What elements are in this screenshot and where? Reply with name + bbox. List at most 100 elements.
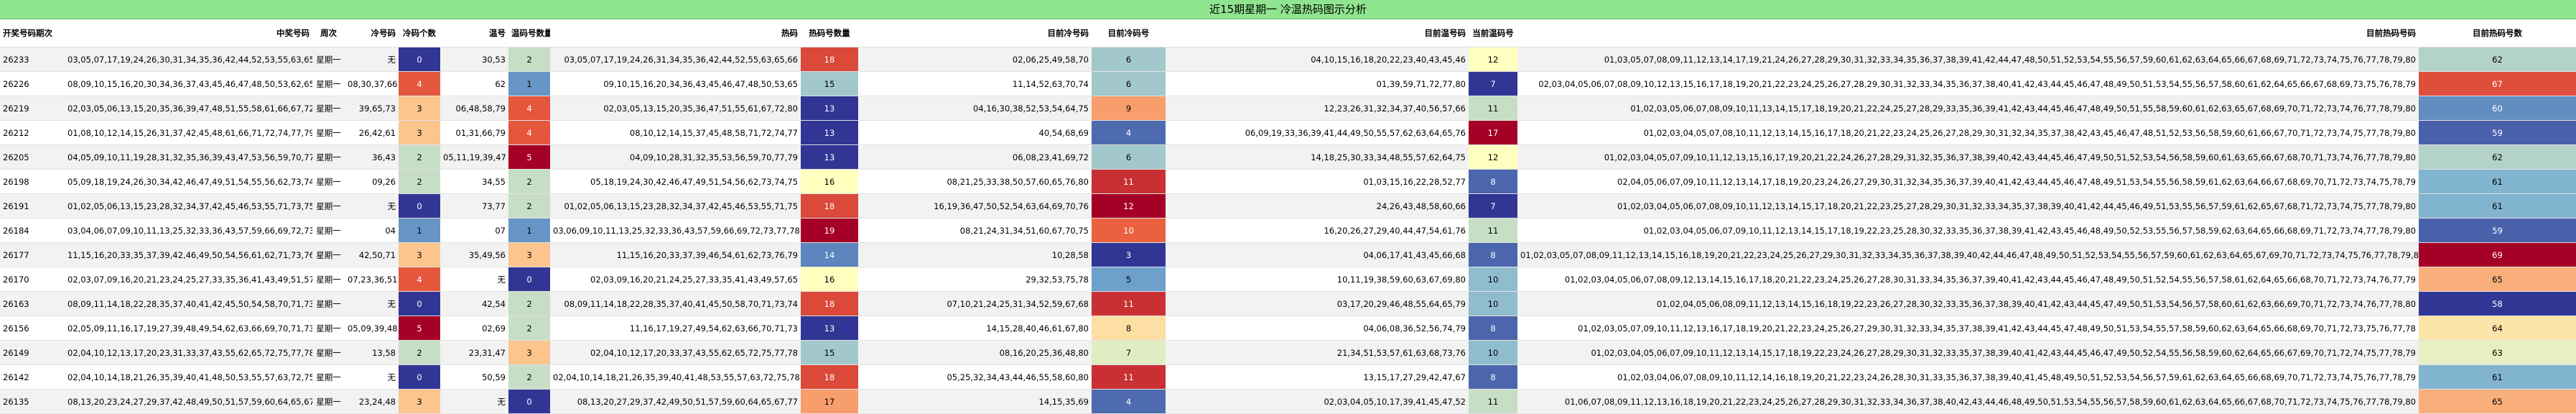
table-row[interactable]: 26191 01,02,05,06,13,15,23,28,32,34,37,42… [0, 193, 2576, 218]
cell-period: 26170 [0, 267, 65, 292]
col-hot[interactable]: 热码 [550, 19, 801, 47]
cell-cur-warm: 13,15,17,27,29,42,47,67 [1166, 364, 1469, 390]
cell-hot-count: 17 [801, 389, 858, 414]
cell-cold-count: 3 [399, 120, 440, 145]
col-warm-count[interactable]: 温码号数量 [508, 19, 550, 47]
cell-hot: 02,04,10,12,17,20,33,37,43,55,62,65,72,7… [550, 340, 801, 365]
col-cur-cold[interactable]: 目前冷号码 [858, 19, 1092, 47]
cell-cur-warm-count: 11 [1469, 389, 1517, 414]
table-row[interactable]: 26226 08,09,10,15,16,20,30,34,36,37,43,45… [0, 71, 2576, 96]
cell-cur-hot-count: 61 [2419, 169, 2576, 194]
cell-hot: 08,13,20,27,29,37,42,49,50,51,57,59,60,6… [550, 389, 801, 414]
cell-warm: 05,11,19,39,47 [440, 144, 508, 170]
cell-hot-count: 14 [801, 242, 858, 267]
cell-period: 26142 [0, 364, 65, 390]
cell-cur-cold-count: 5 [1092, 267, 1166, 292]
col-cur-hot[interactable]: 目前热码号码 [1517, 19, 2419, 47]
cell-cold-count: 4 [399, 267, 440, 292]
cell-winning: 01,08,10,12,14,15,26,31,37,42,45,48,61,6… [65, 120, 312, 145]
table-row[interactable]: 26156 02,05,09,11,16,17,19,27,39,48,49,54… [0, 316, 2576, 341]
cell-hot: 05,18,19,24,30,42,46,47,49,51,54,56,62,7… [550, 169, 801, 194]
table-row[interactable]: 26212 01,08,10,12,14,15,26,31,37,42,45,48… [0, 120, 2576, 145]
cell-warm-count: 0 [508, 389, 550, 414]
cell-cur-cold-count: 4 [1092, 120, 1166, 145]
cell-cur-warm: 12,23,26,31,32,34,37,40,56,57,66 [1166, 96, 1469, 121]
cell-warm: 30,53 [440, 47, 508, 72]
cell-warm-count: 2 [508, 47, 550, 72]
table-row[interactable]: 26177 11,15,16,20,33,35,37,39,42,46,49,50… [0, 242, 2576, 267]
cell-cur-hot: 01,02,03,05,06,07,08,09,10,11,13,14,15,1… [1517, 96, 2419, 121]
cell-cur-hot-count: 58 [2419, 291, 2576, 316]
table-row[interactable]: 26170 02,03,07,09,16,20,21,23,24,25,27,33… [0, 267, 2576, 292]
col-cold-count[interactable]: 冷码个数 [399, 19, 440, 47]
cell-weekday: 星期一 [312, 169, 345, 194]
cell-winning: 02,04,10,12,13,17,20,23,31,33,37,43,55,6… [65, 340, 312, 365]
cell-cur-warm-count: 10 [1469, 291, 1517, 316]
cell-cur-hot-count: 64 [2419, 316, 2576, 341]
table-row[interactable]: 26184 03,04,06,07,09,10,11,13,25,32,33,36… [0, 218, 2576, 243]
table-row[interactable]: 26135 08,13,20,23,24,27,29,37,42,48,49,50… [0, 389, 2576, 414]
cell-cur-cold: 04,16,30,38,52,53,54,64,75 [858, 96, 1092, 121]
col-cur-cold-count[interactable]: 目前冷码号 [1092, 19, 1166, 47]
cell-cur-warm-count: 7 [1469, 193, 1517, 218]
cell-cold-count: 3 [399, 242, 440, 267]
cell-hot-count: 15 [801, 340, 858, 365]
cell-cold: 36,43 [345, 144, 399, 170]
cell-cur-cold: 08,21,24,31,34,51,60,67,70,75 [858, 218, 1092, 243]
col-winning[interactable]: 中奖号码 [65, 19, 312, 47]
cell-cold-count: 3 [399, 96, 440, 121]
col-cur-hot-count[interactable]: 目前热码号数 [2419, 19, 2576, 47]
cell-warm: 50,59 [440, 364, 508, 390]
cell-cur-cold-count: 12 [1092, 193, 1166, 218]
cell-cur-cold: 08,16,20,25,36,48,80 [858, 340, 1092, 365]
cell-weekday: 星期一 [312, 267, 345, 292]
cell-hot: 11,15,16,20,33,37,39,46,54,61,62,73,76,7… [550, 242, 801, 267]
cell-cur-warm-count: 10 [1469, 267, 1517, 292]
cell-cur-warm-count: 17 [1469, 120, 1517, 145]
col-warm[interactable]: 温号 [440, 19, 508, 47]
col-period[interactable]: 开奖号码期次 [0, 19, 65, 47]
cell-cur-cold: 07,10,21,24,25,31,34,52,59,67,68 [858, 291, 1092, 316]
cell-cur-cold-count: 6 [1092, 47, 1166, 72]
table-row[interactable]: 26163 08,09,11,14,18,22,28,35,37,40,41,42… [0, 291, 2576, 316]
cell-cur-warm-count: 10 [1469, 340, 1517, 365]
cell-cur-warm-count: 11 [1469, 96, 1517, 121]
cell-cur-hot-count: 65 [2419, 267, 2576, 292]
table-row[interactable]: 26149 02,04,10,12,13,17,20,23,31,33,37,43… [0, 340, 2576, 365]
cell-cur-cold: 14,15,35,69 [858, 389, 1092, 414]
cell-cur-cold-count: 4 [1092, 389, 1166, 414]
cell-cold-count: 1 [399, 218, 440, 243]
cell-weekday: 星期一 [312, 291, 345, 316]
table-row[interactable]: 26233 03,05,07,17,19,24,26,30,31,34,35,36… [0, 47, 2576, 72]
cell-cold: 42,50,71 [345, 242, 399, 267]
cell-cur-hot: 01,02,03,04,05,06,07,09,10,11,12,13,14,1… [1517, 218, 2419, 243]
table-row[interactable]: 26219 02,03,05,06,13,15,20,35,36,39,47,48… [0, 96, 2576, 121]
cell-period: 26198 [0, 169, 65, 194]
cell-cold: 无 [345, 193, 399, 218]
table-row[interactable]: 26205 04,05,09,10,11,19,28,31,32,35,36,39… [0, 144, 2576, 170]
cell-period: 26233 [0, 47, 65, 72]
cell-warm: 01,31,66,79 [440, 120, 508, 145]
cell-hot: 02,03,09,16,20,21,24,25,27,33,35,41,43,4… [550, 267, 801, 292]
cell-hot-count: 16 [801, 169, 858, 194]
cell-cur-cold: 29,32,53,75,78 [858, 267, 1092, 292]
col-cur-warm-count[interactable]: 当前温码号 [1469, 19, 1517, 47]
cell-warm-count: 2 [508, 193, 550, 218]
cell-winning: 08,09,11,14,18,22,28,35,37,40,41,42,45,5… [65, 291, 312, 316]
cell-cur-hot-count: 61 [2419, 193, 2576, 218]
col-cur-warm[interactable]: 目前温号码 [1166, 19, 1469, 47]
cell-hot-count: 18 [801, 193, 858, 218]
cell-cur-warm: 21,34,51,53,57,61,63,68,73,76 [1166, 340, 1469, 365]
table-row[interactable]: 26142 02,04,10,14,18,21,26,35,39,40,41,48… [0, 364, 2576, 390]
cell-winning: 02,03,07,09,16,20,21,23,24,25,27,33,35,3… [65, 267, 312, 292]
col-hot-count[interactable]: 热码号数量 [801, 19, 858, 47]
cell-winning: 02,05,09,11,16,17,19,27,39,48,49,54,62,6… [65, 316, 312, 341]
cell-hot: 09,10,15,16,20,34,36,43,45,46,47,48,50,5… [550, 71, 801, 96]
col-weekday[interactable]: 周次 [312, 19, 345, 47]
table-row[interactable]: 26198 05,09,18,19,24,26,30,34,42,46,47,49… [0, 169, 2576, 194]
cell-cur-cold: 08,21,25,33,38,50,57,60,65,76,80 [858, 169, 1092, 194]
cell-cur-hot-count: 59 [2419, 218, 2576, 243]
cell-hot: 08,09,11,14,18,22,28,35,37,40,41,45,50,5… [550, 291, 801, 316]
col-cold[interactable]: 冷号码 [345, 19, 399, 47]
cell-warm: 07 [440, 218, 508, 243]
